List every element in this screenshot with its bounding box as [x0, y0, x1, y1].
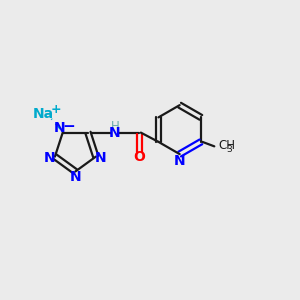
Text: N: N	[95, 151, 107, 165]
Text: N: N	[54, 121, 65, 135]
Text: Na: Na	[33, 107, 54, 121]
Text: +: +	[51, 103, 62, 116]
Text: N: N	[44, 151, 56, 165]
Text: 3: 3	[226, 145, 232, 154]
Text: H: H	[110, 119, 119, 133]
Text: N: N	[109, 126, 121, 140]
Text: CH: CH	[218, 139, 235, 152]
Text: O: O	[134, 150, 145, 164]
Text: N: N	[174, 154, 185, 168]
Text: N: N	[70, 170, 81, 184]
Text: −: −	[62, 119, 75, 134]
